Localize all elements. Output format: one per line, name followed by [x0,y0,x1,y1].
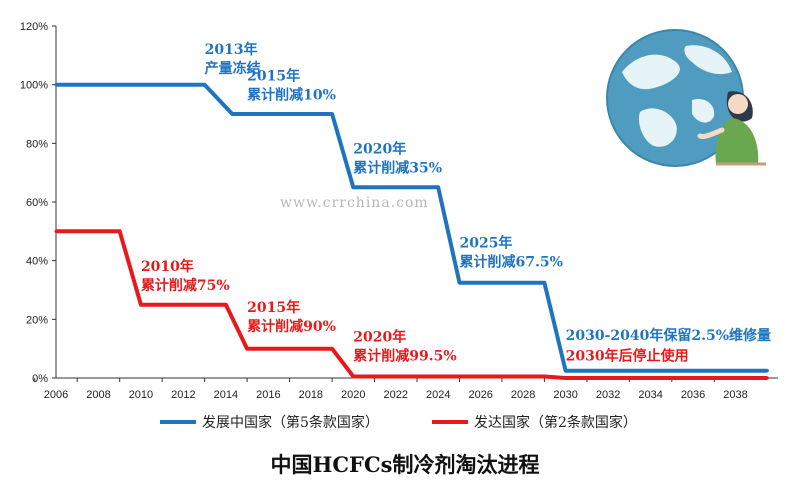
data-point [330,112,334,116]
data-point [118,229,122,233]
data-point [139,303,143,307]
x-tick-label: 2030 [553,389,577,401]
y-tick-label: 80% [26,138,48,150]
annotation-label: 2013年 [205,41,258,58]
data-point [564,376,568,380]
series-layer [54,82,769,380]
annotation-label: 累计削减67.5% [459,254,562,271]
x-tick-label: 2022 [384,389,408,401]
legend-label: 发达国家（第2条款国家） [474,414,637,431]
annotation-label: 累计削减99.5% [353,347,456,364]
y-tick-label: 100% [20,80,48,92]
annotation-label: 2015年 [247,299,300,316]
x-tick-label: 2020 [341,389,365,401]
data-point [457,281,461,285]
data-point [245,347,249,351]
annotation-label: 2010年 [141,258,194,275]
watermark: www.crrchina.com [280,195,429,211]
annotation-label: 累计削减35% [353,160,442,177]
legend-label: 发展中国家（第5条款国家） [202,414,379,431]
y-tick-label: 20% [26,314,48,326]
annotation-label: 累计削减75% [141,277,230,294]
data-point [564,369,568,373]
data-point [224,303,228,307]
x-tick-label: 2034 [638,389,662,401]
x-tick-label: 2032 [596,389,620,401]
y-axis: 0% 20% 40% 60% 80% 100% 120% [20,21,57,385]
y-tick-label: 60% [26,197,48,209]
annotation-label: 累计削减90% [247,318,336,335]
data-point [542,375,546,379]
x-tick-label: 2024 [426,389,450,401]
data-point [436,185,440,189]
x-tick-label: 2026 [468,389,492,401]
data-point [765,369,769,373]
x-tick-label: 2038 [723,389,747,401]
x-tick-label: 2010 [129,389,153,401]
data-point [351,375,355,379]
y-tick-label: 0% [32,373,48,385]
x-tick-label: 2006 [44,389,68,401]
y-tick-label: 40% [26,256,48,268]
annotation-label: 2020年 [353,141,406,158]
annotation-label: 2015年 [247,67,300,84]
x-tick-label: 2014 [214,389,238,401]
annotation-label: 2030年后停止使用 [566,347,689,364]
data-point [230,112,234,116]
annotation-label: 2030-2040年保留2.5%维修量 [566,327,771,344]
annotation-label: 累计削减10% [247,86,336,103]
annotation-layer: 2013年产量冻结2015年累计削减10%2020年累计削减35%2025年累计… [141,41,771,364]
x-tick-label: 2012 [171,389,195,401]
data-point [54,83,58,87]
data-point [765,376,769,380]
x-tick-label: 2018 [299,389,323,401]
data-point [203,83,207,87]
data-point [351,185,355,189]
legend: 发展中国家（第5条款国家） 发达国家（第2条款国家） [160,414,637,431]
x-axis: 2006 2008 2010 2012 2014 2016 2018 2020 2022 2024… [34,377,778,401]
annotation-label: 产量冻结 [205,60,261,77]
data-point [330,347,334,351]
x-tick-label: 2016 [256,389,280,401]
x-tick-label: 2036 [681,389,705,401]
data-point [542,281,546,285]
annotation-label: 2025年 [459,235,512,252]
series-line-developing [56,82,768,373]
x-tick-label: 2028 [511,389,535,401]
chart-title: 中国HCFCs制冷剂淘汰进程 [270,452,539,477]
series-line-developed [56,229,768,380]
y-tick-label: 120% [20,21,48,33]
x-tick-label: 2008 [86,389,110,401]
data-point [54,229,58,233]
annotation-label: 2020年 [353,328,406,345]
earth-illustration [606,29,766,167]
